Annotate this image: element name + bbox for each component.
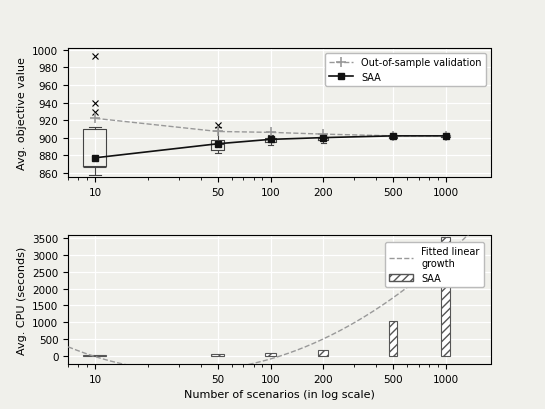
SAA <box>390 134 396 139</box>
Legend: Out-of-sample validation, SAA: Out-of-sample validation, SAA <box>325 54 486 86</box>
Legend: Fitted linear
growth, SAA: Fitted linear growth, SAA <box>385 243 483 287</box>
SAA <box>443 134 449 139</box>
Y-axis label: Avg. objective value: Avg. objective value <box>17 57 27 170</box>
SAA <box>267 137 274 142</box>
Bar <box>264 353 276 356</box>
SAA <box>92 156 99 161</box>
SAA <box>320 136 326 141</box>
Bar <box>441 238 450 356</box>
Line: Out-of-sample validation: Out-of-sample validation <box>90 114 451 142</box>
Line: SAA: SAA <box>93 134 449 161</box>
Out-of-sample validation <box>320 133 326 137</box>
Y-axis label: Avg. CPU (seconds): Avg. CPU (seconds) <box>16 246 27 354</box>
Out-of-sample validation <box>215 130 221 135</box>
Bar <box>389 321 397 356</box>
Out-of-sample validation <box>390 134 396 139</box>
Out-of-sample validation <box>267 130 274 135</box>
Bar <box>318 351 328 356</box>
Out-of-sample validation <box>92 117 99 121</box>
SAA <box>215 142 221 147</box>
Out-of-sample validation <box>443 134 449 139</box>
Bar <box>211 354 223 356</box>
X-axis label: Number of scenarios (in log scale): Number of scenarios (in log scale) <box>184 389 375 399</box>
